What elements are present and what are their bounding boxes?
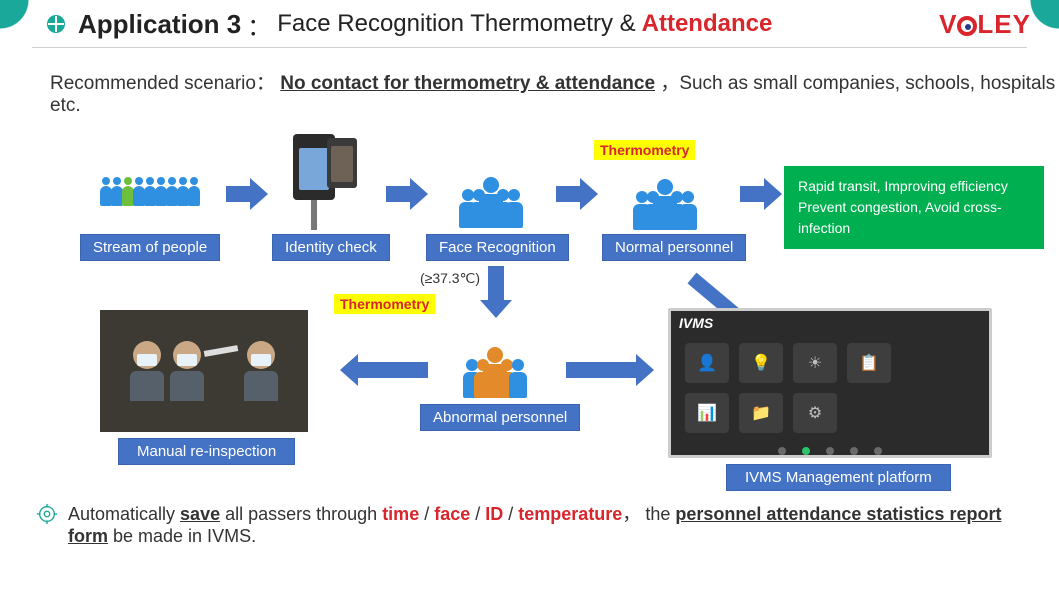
footer-t3: ， the xyxy=(622,504,675,524)
footer-t1: Automatically xyxy=(68,504,180,524)
scenario-text: Recommended scenario： No contact for the… xyxy=(50,68,1059,117)
slide-header: Application 3 ： Face Recognition Thermom… xyxy=(0,0,1059,48)
header-title-sep: ： xyxy=(247,7,271,42)
footer-sep3: / xyxy=(503,504,518,524)
footer-t2: all passers through xyxy=(220,504,382,524)
header-bullet-icon xyxy=(46,14,66,34)
stream-label: Stream of people xyxy=(80,234,220,261)
ivms-tile: 💡 xyxy=(739,343,783,383)
ivms-tile: ☀ xyxy=(793,343,837,383)
footer-sep2: / xyxy=(470,504,485,524)
ivms-tile: 📁 xyxy=(739,393,783,433)
green-benefits-box: Rapid transit, Improving efficiency Prev… xyxy=(784,166,1044,249)
normal-label: Normal personnel xyxy=(602,234,746,261)
abnormal-label: Abnormal personnel xyxy=(420,404,580,431)
brand-eye-icon xyxy=(957,16,977,36)
header-title-accent: Attendance xyxy=(642,10,773,38)
ivms-tile: ⚙ xyxy=(793,393,837,433)
arrow-abnormal-to-manual xyxy=(340,354,428,386)
brand-logo: VLEY xyxy=(939,9,1031,40)
footer-id: ID xyxy=(485,504,503,524)
ivms-dots xyxy=(671,441,989,463)
ivms-label: IVMS Management platform xyxy=(726,464,951,491)
ivms-title: IVMS xyxy=(671,311,989,335)
brand-pre: V xyxy=(939,9,957,39)
ivms-panel: IVMS 👤 💡 ☀ 📋 📊 📁 ⚙ xyxy=(668,308,992,458)
scenario-lead: Recommended scenario： xyxy=(50,73,275,94)
ivms-grid: 👤 💡 ☀ 📋 📊 📁 ⚙ xyxy=(671,335,989,441)
footer-temp: temperature xyxy=(518,504,622,524)
thermometry-tag-mid: Thermometry xyxy=(334,294,435,314)
face-graphic xyxy=(434,148,544,228)
stream-graphic xyxy=(78,154,218,228)
green-line1: Rapid transit, Improving efficiency xyxy=(798,176,1030,197)
target-icon xyxy=(36,503,58,525)
manual-label: Manual re-inspection xyxy=(118,438,295,465)
identity-label: Identity check xyxy=(272,234,390,261)
ivms-tile: 📊 xyxy=(685,393,729,433)
scenario-bold: No contact for thermometry & attendance xyxy=(280,73,655,94)
corner-accent-left xyxy=(0,0,40,48)
corner-accent-right xyxy=(1019,0,1059,48)
arrow-normal-to-green xyxy=(740,178,782,210)
header-title-bold: Application 3 xyxy=(78,9,241,40)
green-line2: Prevent congestion, Avoid cross-infectio… xyxy=(798,197,1030,239)
temp-threshold-label: (≥37.3℃) xyxy=(420,270,480,287)
ivms-tile: 📋 xyxy=(847,343,891,383)
abnormal-graphic xyxy=(438,320,548,398)
footer-text: Automatically save all passers through t… xyxy=(36,500,1039,579)
footer-save: save xyxy=(180,504,220,524)
header-title-rest: Face Recognition Thermometry & xyxy=(277,10,635,38)
arrow-face-to-normal xyxy=(556,178,598,210)
footer-sep1: / xyxy=(419,504,434,524)
manual-photo xyxy=(100,310,308,432)
diagram-canvas: Recommended scenario： No contact for the… xyxy=(0,48,1059,538)
footer-time: time xyxy=(382,504,419,524)
ivms-tile: 👤 xyxy=(685,343,729,383)
arrow-face-to-abnormal xyxy=(480,266,512,318)
footer-face: face xyxy=(434,504,470,524)
arrow-abnormal-to-ivms xyxy=(566,354,654,386)
footer-t4: be made in IVMS. xyxy=(108,526,256,546)
normal-graphic xyxy=(608,152,718,230)
footer-body: Automatically save all passers through t… xyxy=(68,500,1039,547)
arrow-stream-to-identity xyxy=(226,178,268,210)
face-label: Face Recognition xyxy=(426,234,569,261)
arrow-identity-to-face xyxy=(386,178,428,210)
identity-graphic xyxy=(286,132,366,232)
